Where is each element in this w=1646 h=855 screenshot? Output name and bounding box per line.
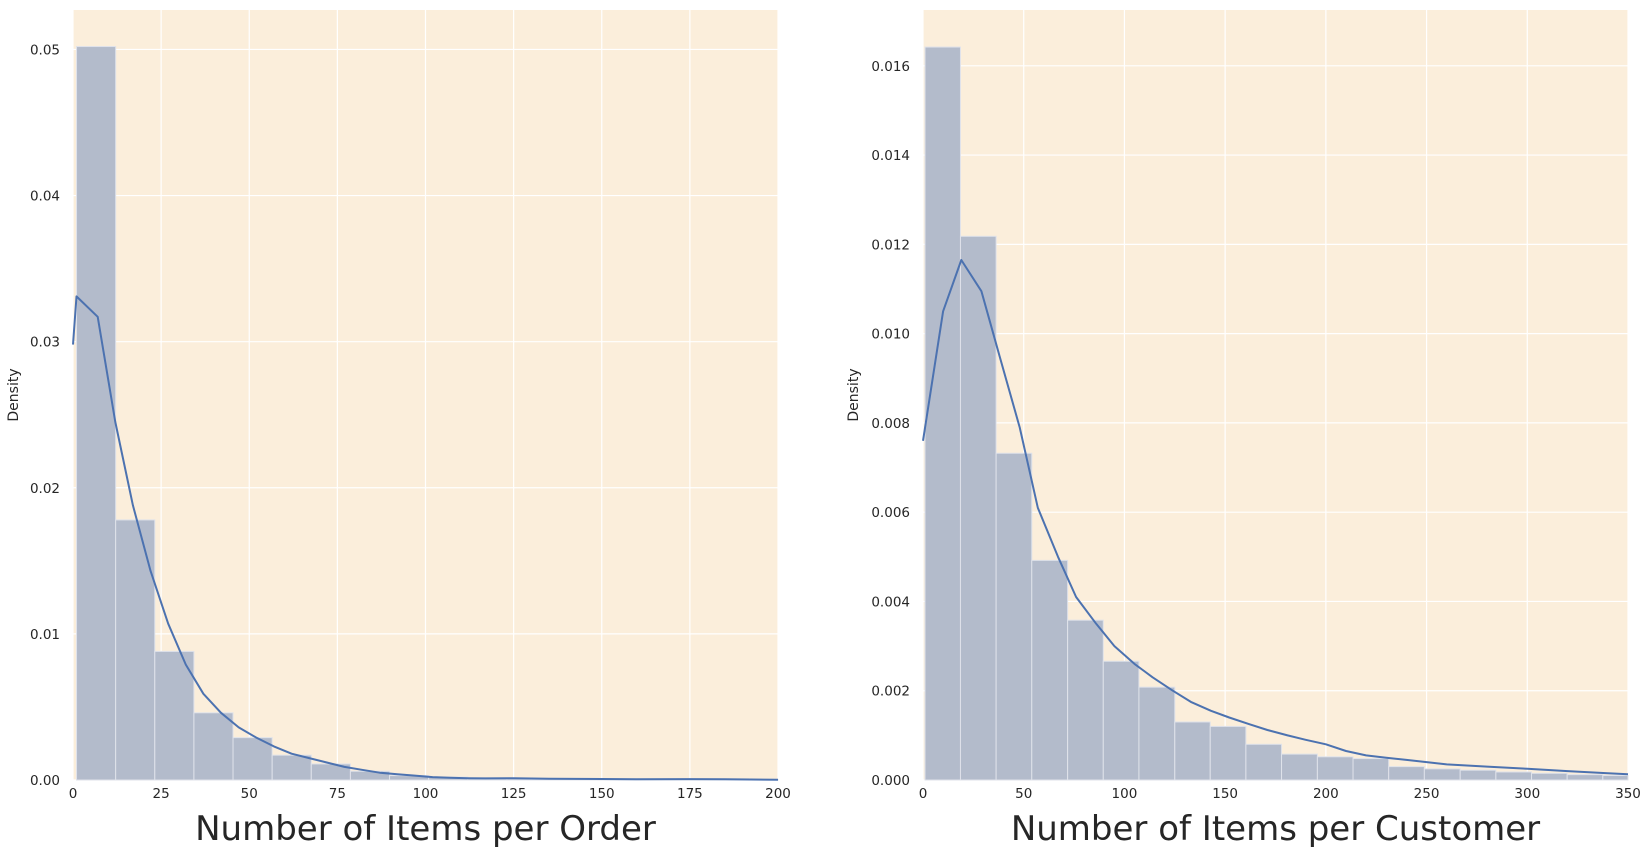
x-tick-label: 350 (1615, 786, 1641, 802)
y-tick-label: 0.00 (30, 773, 60, 789)
histogram-bar (232, 737, 273, 781)
x-tick-label: 125 (501, 786, 527, 802)
y-tick-label: 0.04 (30, 189, 60, 205)
histogram-bar (193, 712, 234, 781)
x-tick-label: 200 (765, 786, 791, 802)
y-axis-title: Density (6, 368, 22, 421)
y-tick-label: 0.02 (30, 481, 60, 497)
histogram-bar (1566, 774, 1604, 781)
histogram-bar (76, 46, 117, 781)
y-tick-label: 0.010 (871, 327, 910, 343)
y-axis-title: Density (846, 368, 862, 421)
y-tick-label: 0.004 (871, 594, 910, 610)
histogram-bar (1316, 756, 1354, 781)
y-tick-label: 0.006 (871, 505, 910, 521)
y-tick-label: 0.01 (30, 627, 60, 643)
x-tick-label: 150 (1212, 786, 1238, 802)
y-tick-label: 0.000 (871, 773, 910, 789)
histogram-bar (1138, 686, 1176, 781)
histogram-items-per-order: 0 25 50 75 100 125 150 175 200 0.00 0.01 0.02 0.03 0.… (6, 10, 791, 849)
x-tick-label: 150 (589, 786, 615, 802)
histogram-bar (995, 452, 1033, 781)
x-tick-label: 200 (1313, 786, 1339, 802)
x-tick-label: 300 (1514, 786, 1540, 802)
histogram-bar (1031, 559, 1069, 781)
x-tick-label: 25 (153, 786, 170, 802)
histogram-bar (1531, 772, 1568, 781)
y-tick-label: 0.012 (871, 237, 910, 253)
histogram-bar (1102, 660, 1140, 781)
y-tick-label: 0.014 (871, 148, 910, 164)
y-tick-label: 0.05 (30, 42, 60, 58)
kde-line (922, 259, 1629, 776)
y-tick-label: 0.03 (30, 335, 60, 351)
histogram-bar (1388, 766, 1425, 781)
y-tick-label: 0.008 (871, 416, 910, 432)
x-tick-label: 100 (413, 786, 439, 802)
x-tick-label: 250 (1414, 786, 1440, 802)
x-axis-title: Number of Items per Order (195, 809, 656, 849)
x-tick-label: 0 (69, 786, 78, 802)
histogram-bar (1281, 753, 1318, 781)
histogram-bar (1067, 619, 1104, 781)
y-tick-label: 0.002 (871, 684, 910, 700)
x-tick-label: 0 (919, 786, 928, 802)
histogram-bar (154, 650, 195, 781)
histogram-bar (1174, 721, 1211, 781)
histogram-bar (1495, 771, 1533, 781)
histogram-bar (924, 46, 961, 781)
histogram-bar (959, 235, 997, 781)
histogram-bar (271, 754, 312, 781)
histogram-bar (1459, 769, 1497, 781)
y-tick-label: 0.016 (871, 59, 910, 75)
x-tick-label: 75 (329, 786, 346, 802)
histogram-bar (1423, 768, 1461, 781)
histogram-bar (1352, 758, 1390, 781)
x-tick-label: 50 (241, 786, 258, 802)
x-tick-label: 50 (1015, 786, 1032, 802)
histogram-bar (115, 519, 156, 781)
histogram-bar (1602, 775, 1629, 781)
kde-line (72, 295, 779, 781)
x-tick-label: 175 (677, 786, 703, 802)
x-tick-label: 100 (1112, 786, 1138, 802)
histogram-bar (1245, 743, 1283, 781)
x-axis-title: Number of Items per Customer (1011, 809, 1540, 849)
histogram-items-per-customer: 0 50 100 150 200 250 300 350 0.000 0.002 0.004 0.00… (846, 10, 1641, 849)
histogram-bar (1209, 725, 1247, 781)
